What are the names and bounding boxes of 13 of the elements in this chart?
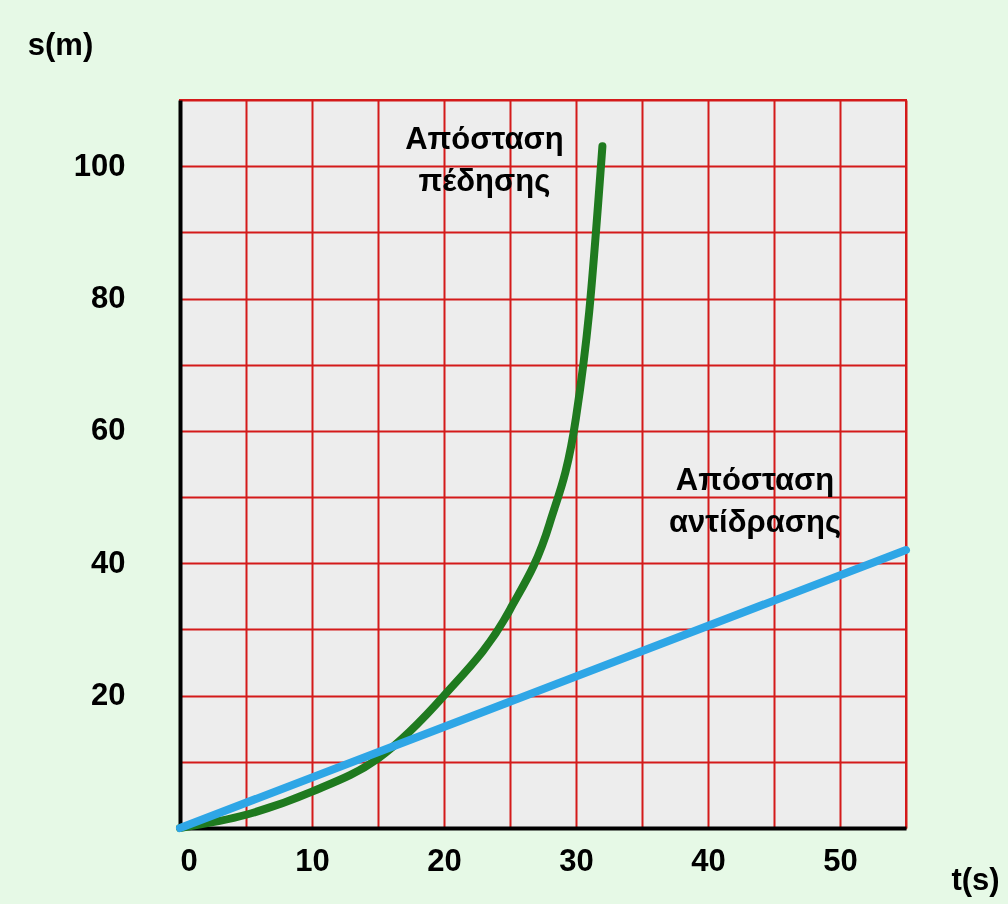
y-axis-title: s(m) <box>27 26 94 62</box>
x-tick-label: 0 <box>180 842 198 878</box>
y-tick-label: 80 <box>91 280 126 316</box>
x-axis-title: t(s) <box>951 861 1000 897</box>
x-tick-label: 50 <box>823 842 858 878</box>
x-tick-label: 20 <box>427 842 462 878</box>
y-tick-label: 60 <box>91 412 126 448</box>
y-tick-label: 20 <box>91 677 126 713</box>
y-tick-label: 40 <box>91 544 126 580</box>
x-tick-label: 10 <box>295 842 330 878</box>
x-tick-label: 40 <box>691 842 726 878</box>
x-tick-label: 30 <box>559 842 594 878</box>
y-tick-label: 100 <box>73 147 126 183</box>
